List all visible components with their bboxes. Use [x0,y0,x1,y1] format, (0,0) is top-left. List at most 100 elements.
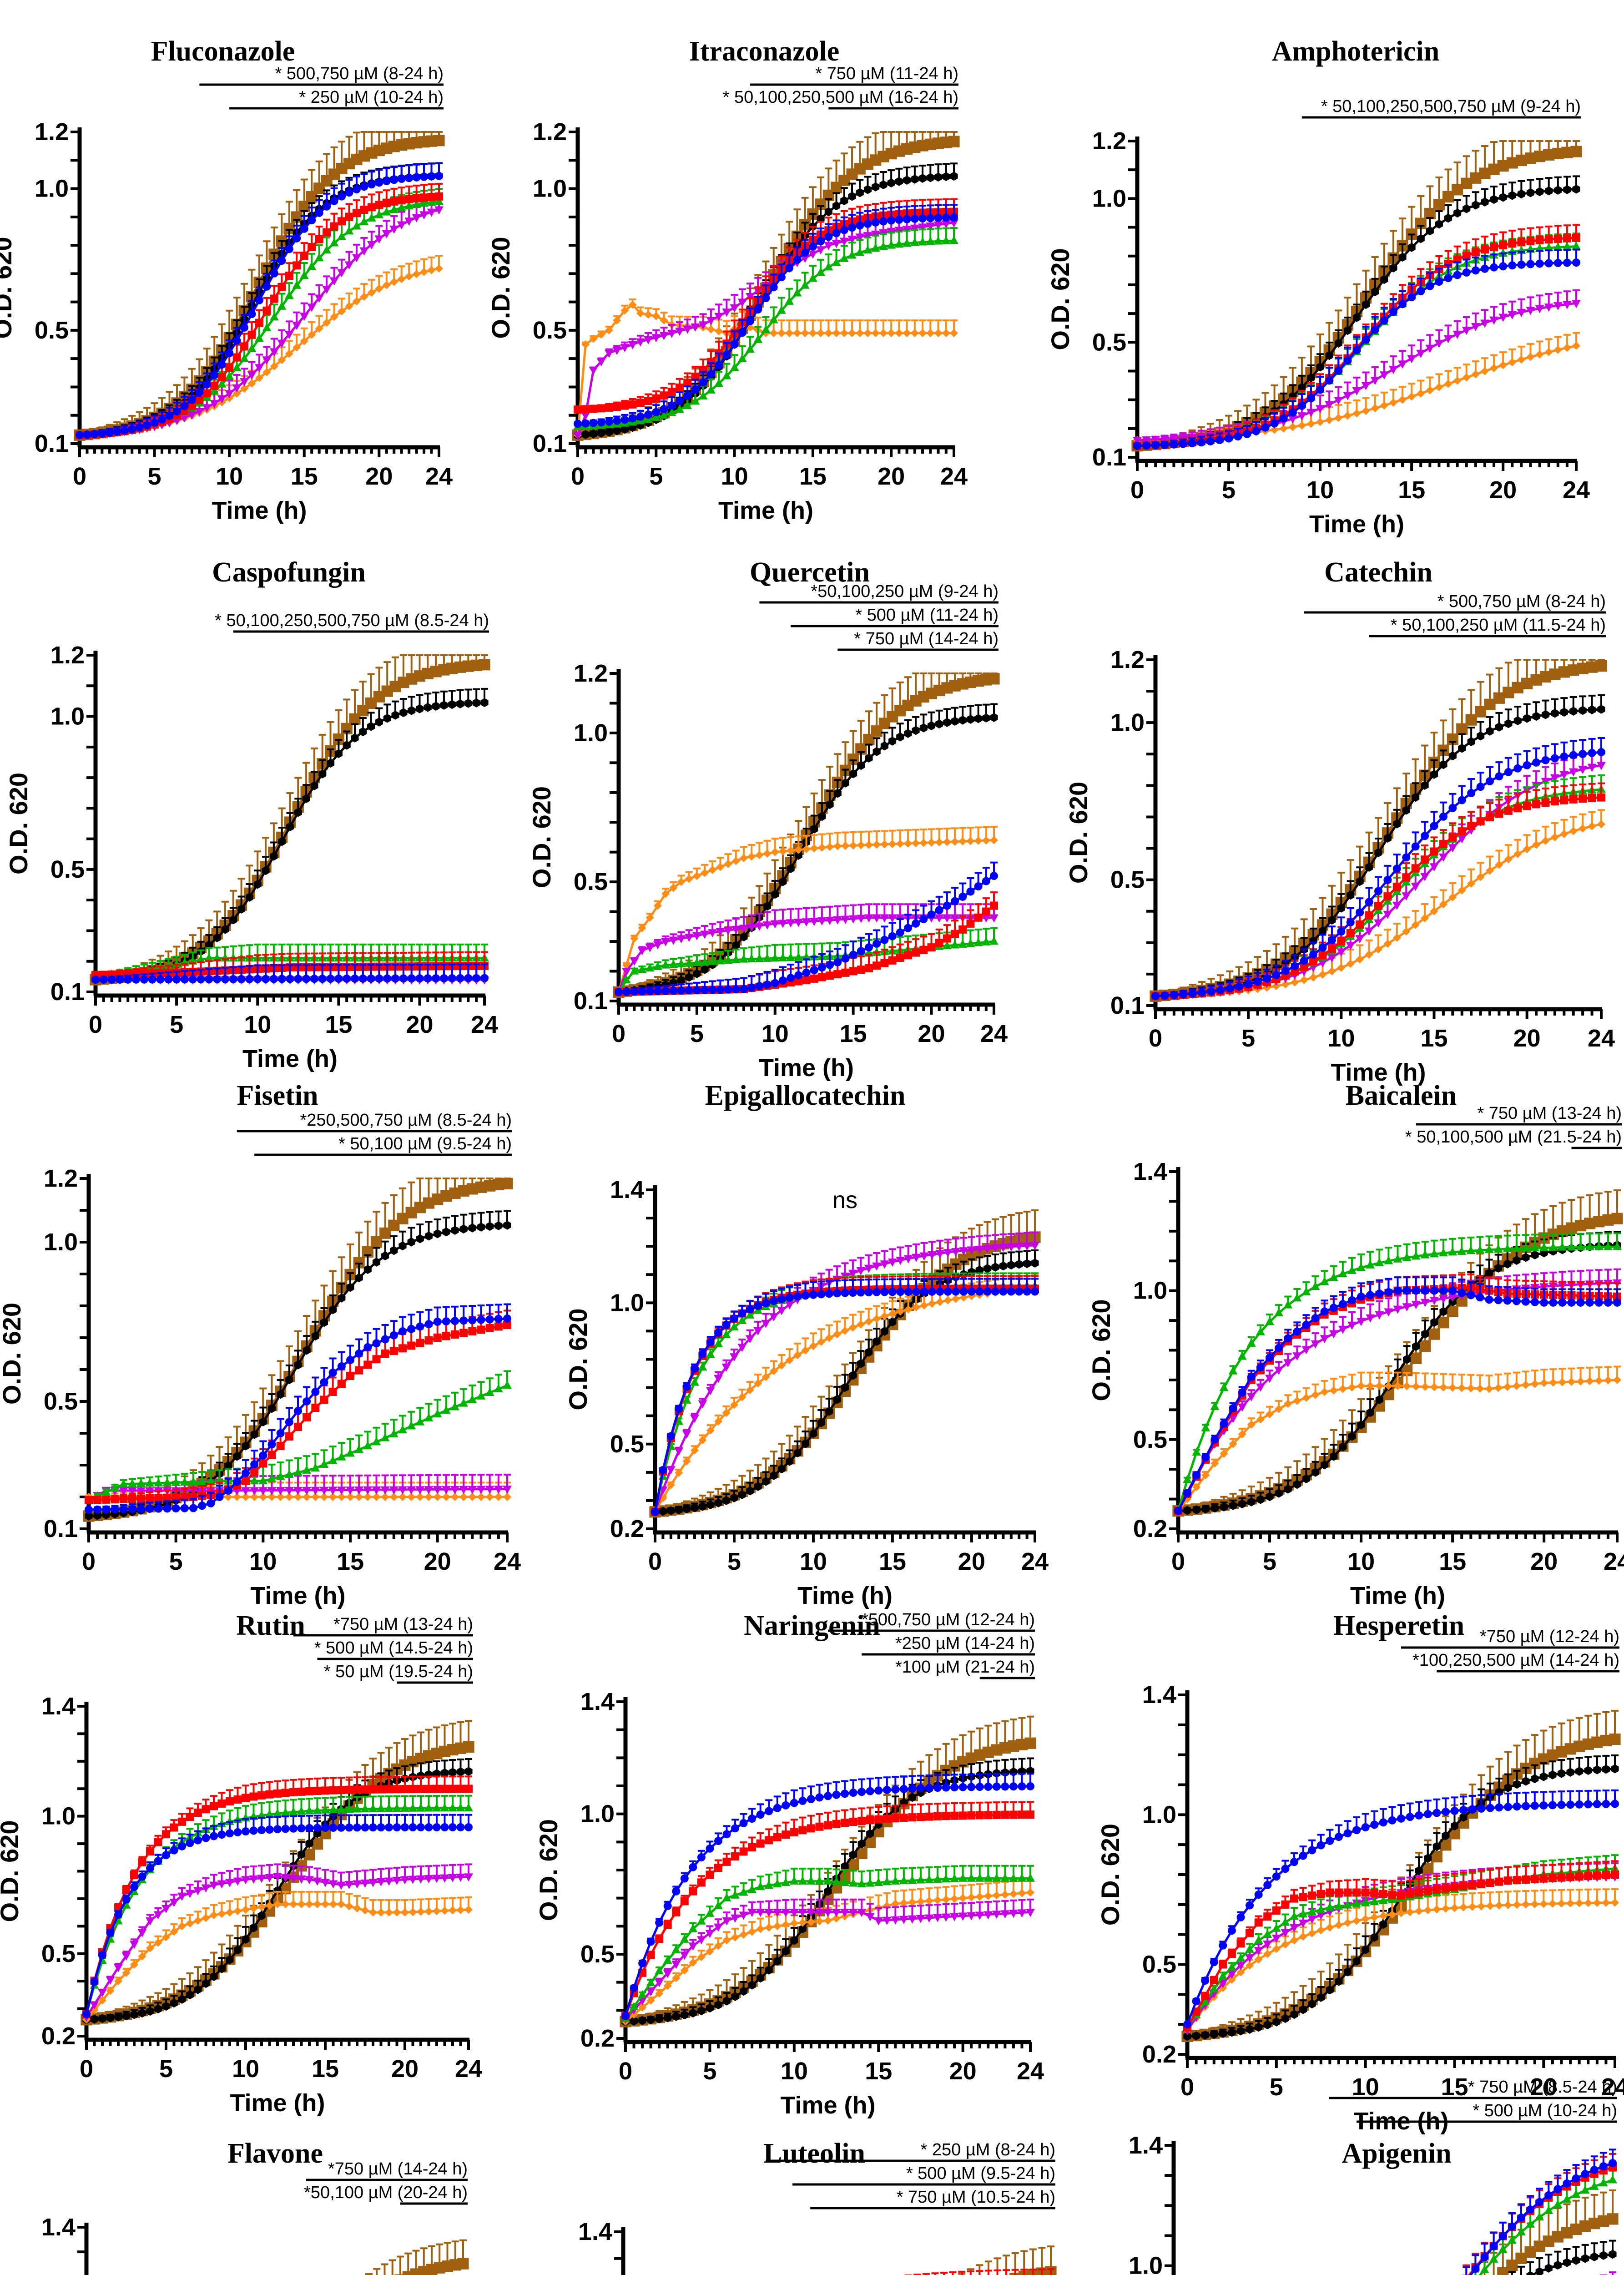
data-point [1544,303,1553,312]
data-point [573,432,582,440]
data-point [358,974,367,983]
data-point [667,401,676,410]
data-point [277,257,286,265]
data-point [628,414,637,423]
data-point [374,210,384,218]
data-point [1379,371,1389,380]
data-point [1553,302,1563,311]
data-point [262,368,271,376]
data-point [652,394,661,403]
data-point [1526,237,1535,245]
data-point [1371,325,1379,334]
data-point [221,925,229,934]
y-tick-label: 0.5 [50,856,85,883]
data-point [1462,373,1471,382]
data-point [677,878,686,886]
data-point [1526,260,1535,268]
data-point [769,315,778,324]
data-point [722,351,731,359]
data-point [910,329,919,338]
data-point [232,363,242,371]
data-point [824,262,833,271]
data-point [800,280,810,289]
significance-annotation: * 250 µM (10-24 h) [299,88,444,107]
significance-annotation: * 750 µM (11-24 h) [815,64,958,83]
data-point [716,863,725,871]
y-tick-label: 0.5 [35,317,69,344]
data-point [1343,326,1352,335]
data-point [427,208,436,217]
data-point [1572,258,1580,267]
data-point [808,329,817,338]
data-point [1252,427,1261,435]
data-point [1334,339,1342,348]
data-point [879,242,888,250]
data-point [636,399,645,407]
x-tick-label: 5 [690,1020,704,1047]
data-point [800,254,810,263]
data-point [1572,342,1580,350]
data-point [779,877,787,886]
data-point [172,407,181,416]
data-point [382,207,391,216]
data-point [479,659,490,671]
data-point [374,235,384,244]
data-point [706,317,716,325]
data-point [225,364,234,372]
data-point [1533,151,1546,162]
data-point [415,704,424,713]
data-point [1416,349,1426,358]
data-point [360,206,368,214]
data-point [644,410,653,419]
data-point [472,698,480,708]
data-point [419,198,429,207]
data-point [951,717,959,726]
data-point [1471,248,1480,257]
data-point [1480,264,1489,273]
data-point [1508,261,1517,270]
data-point [574,420,582,428]
data-point [1508,191,1516,200]
data-point [472,974,481,982]
y-tick-label: 1.0 [35,175,69,202]
data-point [754,305,762,314]
data-point [330,222,338,231]
data-point [675,328,684,336]
x-tick-label: 15 [291,463,318,490]
data-point [982,713,990,723]
data-point [196,955,206,963]
x-tick-label: 20 [1489,476,1517,504]
data-point [683,325,692,334]
data-point [1453,208,1462,218]
data-point [708,866,717,874]
data-point [150,418,159,427]
data-point [888,736,897,746]
data-point [597,404,605,413]
data-point [330,313,338,321]
panel-fluconazole: Fluconazole* 500,750 µM (8-24 h) * 250 µM… [0,36,453,524]
data-point [659,332,669,340]
data-point [427,197,436,206]
data-point [397,275,406,283]
data-point [863,329,872,338]
data-point [278,837,286,846]
y-tick-label: 0.5 [533,317,567,344]
data-point [865,753,873,763]
data-point [699,378,707,387]
data-point [667,388,676,396]
data-point [612,347,622,355]
data-point [1316,362,1324,372]
data-point [277,301,287,310]
data-point [1426,386,1434,394]
data-point [1570,146,1582,157]
data-point [284,331,294,339]
data-point [636,412,645,421]
data-point [1307,373,1315,383]
x-tick-label: 0 [89,1011,102,1038]
series-line [95,701,485,981]
data-point [685,875,693,883]
data-point [848,329,857,338]
data-point [232,353,241,362]
data-point [367,213,376,222]
data-point [651,334,661,343]
